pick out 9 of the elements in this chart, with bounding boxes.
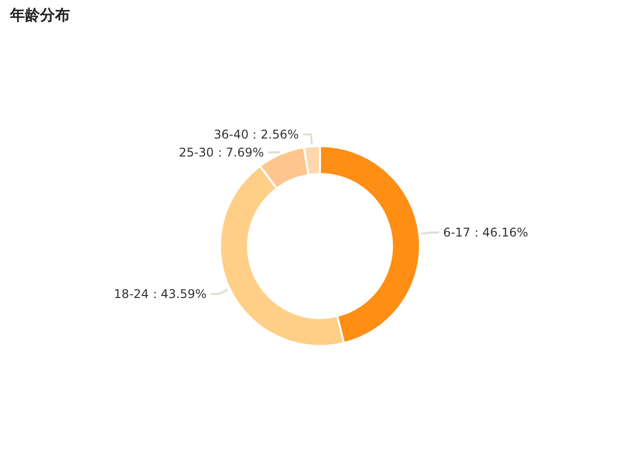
slice-label: 18-24 [114, 286, 149, 301]
data-label: ：2.56% [248, 127, 299, 142]
slice-label: 25-30 [178, 145, 214, 160]
slice-label: 36-40 [214, 127, 249, 142]
chart-title: 年龄分布 [9, 6, 70, 24]
data-label: ：43.59% [148, 286, 207, 301]
data-label: ：7.69% [214, 145, 264, 160]
data-label: ：46.16% [470, 226, 528, 240]
slice-label: 6-17 [443, 226, 470, 240]
